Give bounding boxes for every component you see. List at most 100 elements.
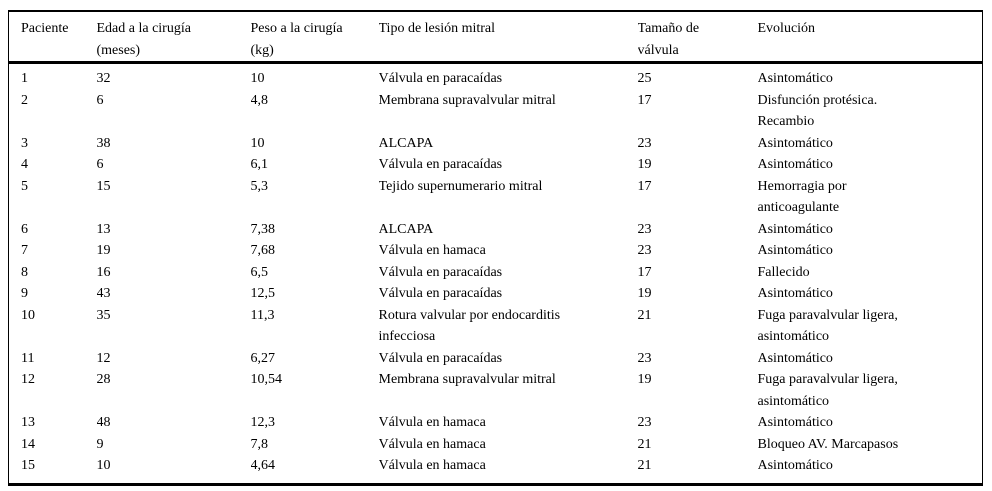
cell-evolucion: Fuga paravalvular ligera, asintomático xyxy=(757,372,898,409)
cell-tipo: Válvula en hamaca xyxy=(378,458,486,473)
cell-peso: 12,3 xyxy=(250,415,276,430)
cell-paciente: 3 xyxy=(21,135,28,151)
cell-tamano: 17 xyxy=(637,264,652,280)
cell-tamano: 19 xyxy=(637,286,652,301)
cell-tamano: 23 xyxy=(637,243,652,258)
cell-tipo: Válvula en paracaídas xyxy=(378,264,503,280)
cell-tipo: Válvula en hamaca xyxy=(378,436,486,452)
cell-edad: 32 xyxy=(96,71,111,86)
table-row: 7 19 7,68 Válvula en hamaca 23 Asintomático xyxy=(9,240,983,262)
cell-evolucion: Asintomático xyxy=(757,157,833,172)
cell-paciente: 1 xyxy=(21,71,28,86)
table-header: Paciente Edad a la cirugía (meses) Peso a … xyxy=(8,11,983,64)
cell-edad: 19 xyxy=(96,243,111,258)
table-row: 12 28 10,54 Membrana supravalvular mitral 19… xyxy=(9,369,983,412)
column-header-paciente: Paciente xyxy=(8,11,97,64)
cell-peso: 7,38 xyxy=(250,221,276,237)
cell-tamano: 21 xyxy=(637,458,652,473)
cell-edad: 16 xyxy=(96,264,111,280)
cell-evolucion: Asintomático xyxy=(757,135,833,151)
cell-edad: 43 xyxy=(96,286,111,301)
cell-edad: 12 xyxy=(96,350,111,366)
table-row: 10 35 11,3 Rotura valvular por endocarditis… xyxy=(9,305,983,348)
table-row: 1 32 10 Válvula en paracaídas 25 Asintomático xyxy=(9,63,983,90)
cell-peso: 4,64 xyxy=(250,458,276,473)
column-header-edad: Edad a la cirugía (meses) xyxy=(96,11,251,64)
cell-paciente: 5 xyxy=(21,178,28,194)
cell-paciente: 14 xyxy=(21,436,35,452)
cell-tamano: 23 xyxy=(637,221,652,237)
cell-paciente: 6 xyxy=(21,221,28,237)
cell-peso: 12,5 xyxy=(250,286,276,301)
cell-tamano: 23 xyxy=(637,415,652,430)
cell-tipo: Válvula en paracaídas xyxy=(378,286,503,301)
cell-paciente: 8 xyxy=(21,264,28,280)
cell-peso: 6,1 xyxy=(250,157,269,172)
cell-paciente: 10 xyxy=(21,307,35,323)
cell-tamano: 21 xyxy=(637,436,652,452)
table-row: 13 48 12,3 Válvula en hamaca 23 Asintomático xyxy=(9,412,983,434)
cell-tamano: 23 xyxy=(637,135,652,151)
cell-tipo: Válvula en paracaídas xyxy=(378,350,503,366)
cell-peso: 6,27 xyxy=(250,350,276,366)
cell-tipo: Tejido supernumerario mitral xyxy=(378,178,543,194)
cell-tamano: 17 xyxy=(637,178,652,194)
cell-evolucion: Asintomático xyxy=(757,221,833,237)
cell-paciente: 12 xyxy=(21,372,35,387)
cell-evolucion: Bloqueo AV. Marcapasos xyxy=(757,436,899,452)
column-header-tipo: Tipo de lesión mitral xyxy=(378,11,638,64)
table-row: 14 9 7,8 Válvula en hamaca 21 Bloqueo AV. Mar… xyxy=(9,434,983,456)
table-row: 2 6 4,8 Membrana supravalvular mitral 17 Disf… xyxy=(9,90,983,133)
cell-edad: 15 xyxy=(96,178,111,194)
cell-edad: 6 xyxy=(96,157,104,172)
cell-peso: 4,8 xyxy=(250,92,269,108)
cell-edad: 28 xyxy=(96,372,111,387)
cell-tamano: 19 xyxy=(637,157,652,172)
cell-paciente: 11 xyxy=(21,350,35,366)
cell-evolucion: Hemorragia por anticoagulante xyxy=(757,178,847,216)
cell-peso: 5,3 xyxy=(250,178,269,194)
cell-tipo: Válvula en hamaca xyxy=(378,243,486,258)
patients-table: Paciente Edad a la cirugía (meses) Peso a … xyxy=(8,10,983,486)
table-row: 3 38 10 ALCAPA 23 Asintomático xyxy=(9,133,983,155)
cell-evolucion: Fallecido xyxy=(757,264,810,280)
cell-tipo: ALCAPA xyxy=(378,221,434,237)
cell-edad: 35 xyxy=(96,307,111,323)
table-row: 4 6 6,1 Válvula en paracaídas 19 Asintomático xyxy=(9,154,983,176)
cell-paciente: 2 xyxy=(21,92,28,108)
cell-peso: 6,5 xyxy=(250,264,269,280)
table-body: 1 32 10 Válvula en paracaídas 2 5 Asintomático… xyxy=(9,63,983,485)
cell-paciente: 15 xyxy=(21,458,35,473)
cell-evolucion: Disfunción protésica. Recambio xyxy=(757,92,878,130)
cell-edad: 48 xyxy=(96,415,111,430)
cell-tamano: 19 xyxy=(637,372,652,387)
table-row: 5 15 5,3 Tejido supernumerario mitral 17 Hemo… xyxy=(9,176,983,219)
cell-evolucion: Asintomático xyxy=(757,415,833,430)
cell-tipo: Membrana supravalvular mitral xyxy=(378,92,556,108)
column-header-tamano: Tamaño de válvula xyxy=(637,11,758,64)
cell-tipo: Membrana supravalvular mitral xyxy=(378,372,556,387)
column-header-peso: Peso a la cirugía (kg) xyxy=(250,11,379,64)
cell-evolucion: Asintomático xyxy=(757,243,833,258)
cell-paciente: 4 xyxy=(21,157,28,172)
table-row: 11 12 6,27 Válvula en paracaídas 23 Asintomát… xyxy=(9,348,983,370)
cell-tipo: ALCAPA xyxy=(378,135,434,151)
table-row: 15 10 4,64 Válvula en hamaca 21 Asintomático xyxy=(9,455,983,484)
cell-tamano: 23 xyxy=(637,350,652,366)
cell-edad: 10 xyxy=(96,458,111,473)
table-row: 8 16 6,5 Válvula en paracaídas 17 Fallecido xyxy=(9,262,983,284)
cell-peso: 10 xyxy=(250,71,265,86)
cell-evolucion: Asintomático xyxy=(757,458,833,473)
table-row: 9 43 12,5 Válvula en paracaídas 19 Asintomáti… xyxy=(9,283,983,305)
cell-evolucion: Asintomático xyxy=(757,71,833,86)
cell-peso: 11,3 xyxy=(250,307,275,323)
header-row: Paciente Edad a la cirugía (meses) Peso a … xyxy=(8,11,983,64)
cell-tipo: Válvula en paracaídas xyxy=(378,71,503,86)
cell-peso: 7,8 xyxy=(250,436,269,452)
cell-paciente: 9 xyxy=(21,286,28,301)
cell-paciente: 13 xyxy=(21,415,35,430)
cell-tipo: Válvula en hamaca xyxy=(378,415,486,430)
cell-edad: 9 xyxy=(96,436,104,452)
cell-edad: 13 xyxy=(96,221,111,237)
